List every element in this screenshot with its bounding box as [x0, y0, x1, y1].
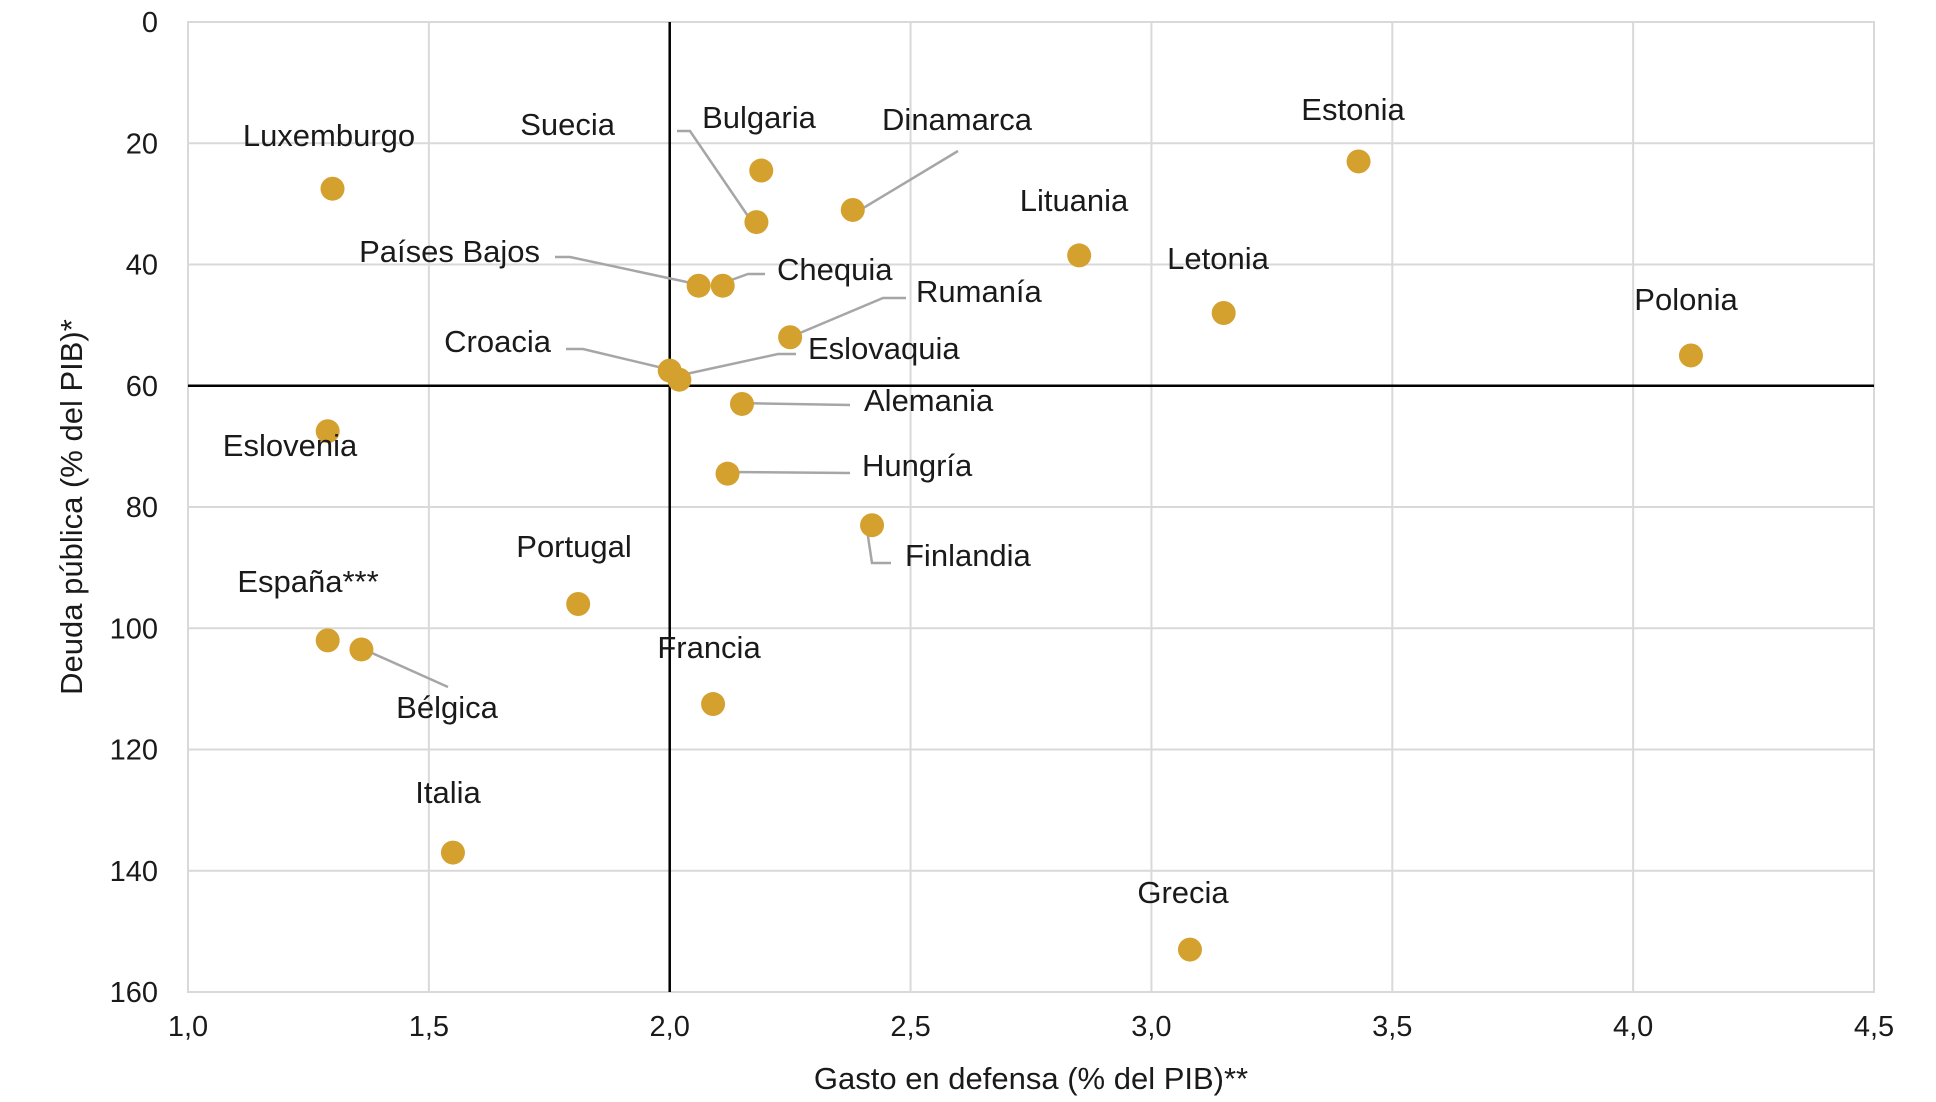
point-label-portugal: Portugal: [516, 529, 631, 564]
data-point-lituania: [1067, 243, 1092, 268]
point-label-paises-bajos: Países Bajos: [359, 234, 540, 269]
leader-line-rumania: [787, 296, 906, 340]
leader-line-hungria: [724, 470, 851, 475]
data-point-belgica: [349, 637, 374, 662]
x-axis-title: Gasto en defensa (% del PIB)**: [814, 1061, 1248, 1096]
data-point-paises-bajos: [686, 273, 711, 298]
data-point-polonia: [1678, 343, 1703, 368]
x-tick-labels: 1,0 1,5 2,0 2,5 3,0 3,5 4,0 4,5: [168, 1011, 1894, 1043]
leader-line-belgica: [362, 647, 449, 689]
data-point-eslovenia: [315, 419, 340, 444]
data-point-alemania: [729, 391, 754, 416]
data-points: [315, 149, 1703, 962]
x-tick-label: 3,0: [1131, 1011, 1171, 1043]
data-point-suecia: [744, 210, 769, 235]
point-label-alemania: Alemania: [864, 383, 994, 418]
reference-lines: [188, 22, 1874, 992]
point-label-hungria: Hungría: [862, 448, 973, 483]
data-point-italia: [440, 840, 465, 865]
point-label-luxemburgo: Luxemburgo: [243, 118, 415, 153]
y-axis-title: Deuda pública (% del PIB)*: [54, 319, 89, 695]
x-tick-label: 3,5: [1372, 1011, 1412, 1043]
point-label-eslovenia: Eslovenia: [223, 428, 358, 463]
y-tick-labels: 0 20 40 60 80 100 120 140 160: [110, 7, 158, 1009]
point-label-lituania: Lituania: [1020, 183, 1129, 218]
point-label-bulgaria: Bulgaria: [702, 100, 816, 135]
point-label-letonia: Letonia: [1167, 241, 1269, 276]
y-tick-label: 100: [110, 613, 158, 645]
leader-line-dinamarca: [854, 149, 959, 215]
data-point-hungria: [715, 461, 740, 486]
x-tick-label: 1,0: [168, 1011, 208, 1043]
x-tick-label: 4,5: [1854, 1011, 1894, 1043]
point-label-grecia: Grecia: [1137, 875, 1229, 910]
point-label-eslovaquia: Eslovaquia: [808, 331, 960, 366]
data-point-bulgaria: [749, 158, 774, 183]
point-label-suecia: Suecia: [520, 107, 616, 142]
y-tick-label: 20: [126, 128, 158, 160]
leader-line-eslovaquia: [685, 352, 796, 376]
point-label-estonia: Estonia: [1301, 92, 1405, 127]
point-label-dinamarca: Dinamarca: [882, 102, 1033, 137]
y-tick-label: 120: [110, 735, 158, 767]
y-tick-label: 40: [126, 250, 158, 282]
point-label-rumania: Rumanía: [916, 274, 1043, 309]
data-point-grecia: [1177, 937, 1202, 962]
y-tick-label: 140: [110, 856, 158, 888]
plot-frame: [187, 21, 1875, 993]
data-point-letonia: [1211, 301, 1236, 325]
point-label-espana: España***: [237, 564, 378, 599]
data-point-francia: [701, 692, 726, 717]
leader-line-croacia: [566, 347, 668, 371]
data-point-portugal: [566, 592, 591, 616]
y-tick-label: 80: [126, 492, 158, 524]
data-point-finlandia: [860, 513, 885, 538]
y-tick-label: 160: [110, 977, 158, 1009]
x-tick-label: 4,0: [1613, 1011, 1653, 1043]
leader-line-suecia: [677, 129, 754, 223]
point-label-polonia: Polonia: [1634, 282, 1738, 317]
data-point-espana: [315, 628, 340, 653]
point-label-croacia: Croacia: [444, 324, 552, 359]
y-tick-label: 0: [142, 7, 158, 39]
x-tick-label: 1,5: [409, 1011, 449, 1043]
data-point-dinamarca: [840, 197, 865, 222]
point-label-finlandia: Finlandia: [905, 538, 1032, 573]
data-point-chequia: [710, 273, 735, 298]
leader-line-alemania: [736, 401, 851, 407]
data-point-eslovaquia: [667, 367, 692, 392]
point-labels: Luxemburgo Suecia Bulgaria Dinamarca Estonia…: [223, 92, 1739, 910]
point-label-chequia: Chequia: [777, 252, 893, 287]
y-tick-label: 60: [126, 371, 158, 403]
point-label-italia: Italia: [415, 775, 481, 810]
data-point-estonia: [1346, 149, 1371, 174]
data-point-luxemburgo: [320, 176, 345, 201]
data-point-rumania: [778, 325, 803, 350]
grid-lines: [187, 21, 1875, 993]
x-tick-label: 2,0: [650, 1011, 690, 1043]
point-label-belgica: Bélgica: [396, 690, 498, 725]
point-label-francia: Francia: [657, 630, 761, 665]
x-tick-label: 2,5: [890, 1011, 930, 1043]
leader-line-paises-bajos: [555, 255, 697, 286]
